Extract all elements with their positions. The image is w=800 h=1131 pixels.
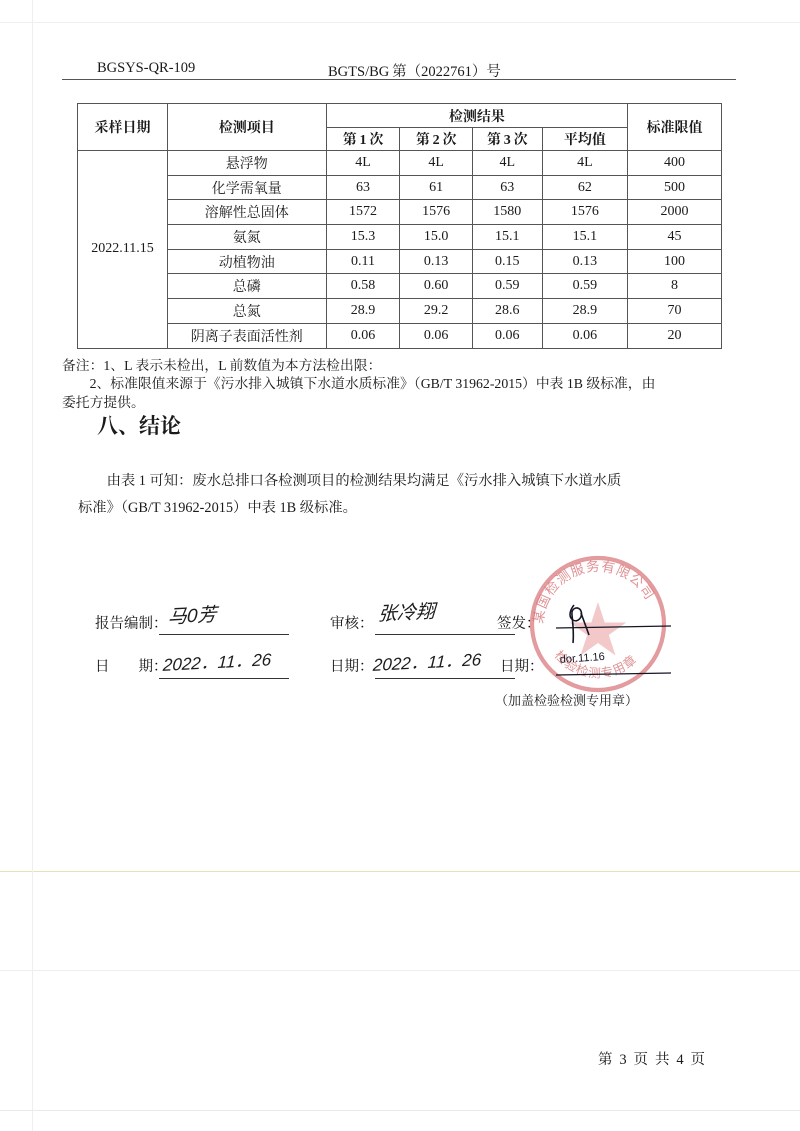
svg-text:dor.11.16: dor.11.16	[559, 651, 605, 666]
